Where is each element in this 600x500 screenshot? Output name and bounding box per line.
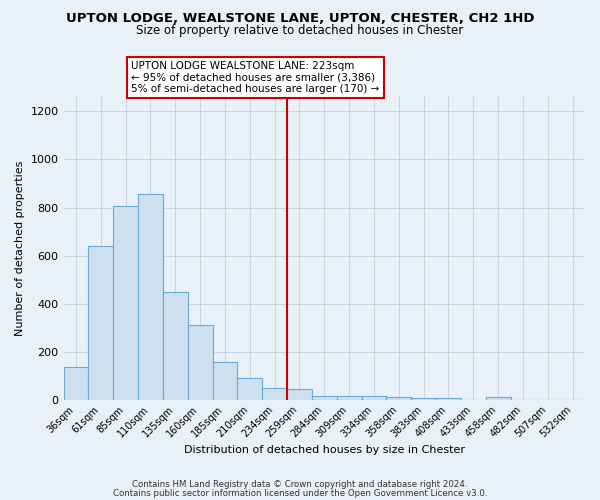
Bar xyxy=(64,367,88,400)
Bar xyxy=(362,396,386,400)
X-axis label: Distribution of detached houses by size in Chester: Distribution of detached houses by size … xyxy=(184,445,465,455)
Text: Size of property relative to detached houses in Chester: Size of property relative to detached ho… xyxy=(136,24,464,37)
Text: UPTON LODGE WEALSTONE LANE: 223sqm
← 95% of detached houses are smaller (3,386)
: UPTON LODGE WEALSTONE LANE: 223sqm ← 95%… xyxy=(131,61,380,94)
Bar xyxy=(485,397,511,400)
Bar xyxy=(138,194,163,400)
Text: Contains public sector information licensed under the Open Government Licence v3: Contains public sector information licen… xyxy=(113,488,487,498)
Bar xyxy=(238,378,262,400)
Bar xyxy=(188,325,212,400)
Bar xyxy=(312,396,337,400)
Bar xyxy=(88,246,113,400)
Bar xyxy=(337,396,362,400)
Y-axis label: Number of detached properties: Number of detached properties xyxy=(15,160,25,336)
Bar xyxy=(113,206,138,400)
Bar xyxy=(386,398,411,400)
Bar xyxy=(262,388,287,400)
Bar xyxy=(436,398,461,400)
Bar xyxy=(163,292,188,400)
Bar xyxy=(287,390,312,400)
Bar xyxy=(411,398,436,400)
Text: UPTON LODGE, WEALSTONE LANE, UPTON, CHESTER, CH2 1HD: UPTON LODGE, WEALSTONE LANE, UPTON, CHES… xyxy=(66,12,534,26)
Bar xyxy=(212,362,238,400)
Text: Contains HM Land Registry data © Crown copyright and database right 2024.: Contains HM Land Registry data © Crown c… xyxy=(132,480,468,489)
